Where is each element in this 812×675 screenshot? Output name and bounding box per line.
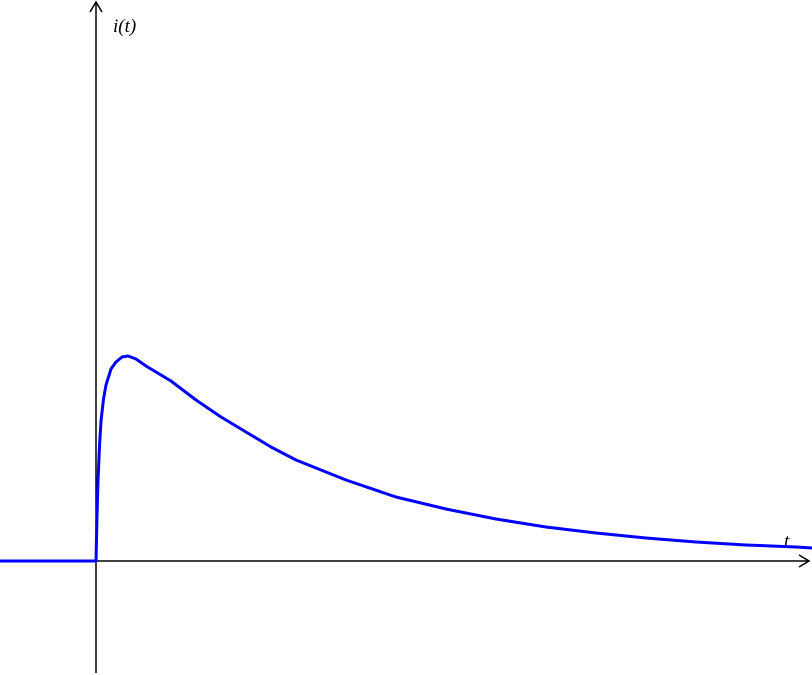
- curve: [0, 354, 812, 563]
- y-axis-arrow: [89, 0, 103, 13]
- x-axis-label: t: [784, 531, 790, 552]
- y-axis-label: i(t): [113, 16, 136, 37]
- x-axis-arrow: [798, 554, 811, 568]
